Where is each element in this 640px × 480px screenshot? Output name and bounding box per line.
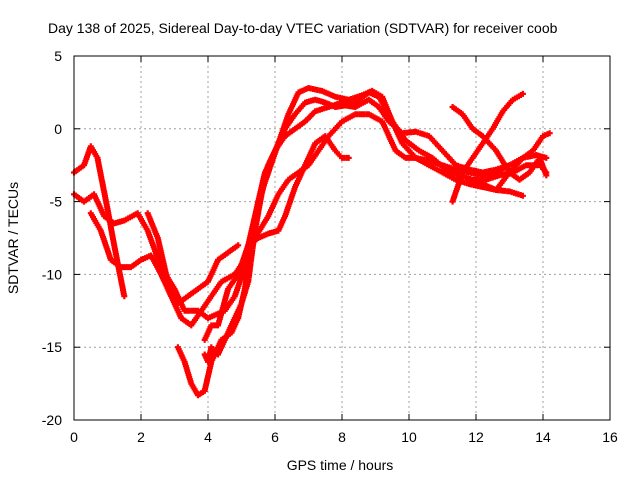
series-track-1 — [71, 143, 128, 300]
series-markers — [201, 96, 513, 365]
series-markers — [466, 130, 553, 193]
x-tick-label: 12 — [468, 429, 484, 445]
y-axis-label: SDTVAR / TECUs — [5, 182, 21, 294]
series-markers — [71, 111, 526, 322]
y-tick-label: 5 — [54, 48, 62, 64]
x-tick-label: 6 — [271, 429, 279, 445]
series-markers — [87, 89, 550, 329]
series-track-2 — [71, 111, 526, 322]
y-tick-label: -5 — [50, 194, 63, 210]
x-axis-label: GPS time / hours — [287, 457, 394, 473]
series-markers — [144, 210, 242, 307]
y-tick-label: -20 — [42, 412, 62, 428]
series-markers — [449, 90, 526, 205]
x-tick-label: 2 — [137, 429, 145, 445]
chart-title: Day 138 of 2025, Sidereal Day-to-day VTE… — [48, 20, 558, 36]
series-markers — [201, 133, 352, 343]
series-line — [89, 91, 548, 327]
series-track-6 — [201, 96, 513, 365]
series-track-9 — [449, 90, 526, 205]
x-tick-label: 10 — [401, 429, 417, 445]
x-tick-label: 16 — [602, 429, 618, 445]
x-tick-label: 0 — [70, 429, 78, 445]
data-layer — [71, 85, 553, 399]
grid-layer — [74, 56, 610, 420]
series-track-7 — [144, 210, 242, 307]
series-track-10 — [466, 130, 553, 193]
series-track-3 — [87, 89, 550, 329]
x-tick-label: 8 — [338, 429, 346, 445]
y-tick-label: -10 — [42, 266, 62, 282]
y-tick-label: -15 — [42, 339, 62, 355]
tick-layer: 0 2 4 6 8 10 12 14 16 5 0 -5 -10 -15 -20 — [42, 48, 618, 445]
series-track-5 — [201, 133, 352, 343]
y-tick-label: 0 — [54, 121, 62, 137]
x-tick-label: 4 — [204, 429, 212, 445]
x-tick-label: 14 — [535, 429, 551, 445]
